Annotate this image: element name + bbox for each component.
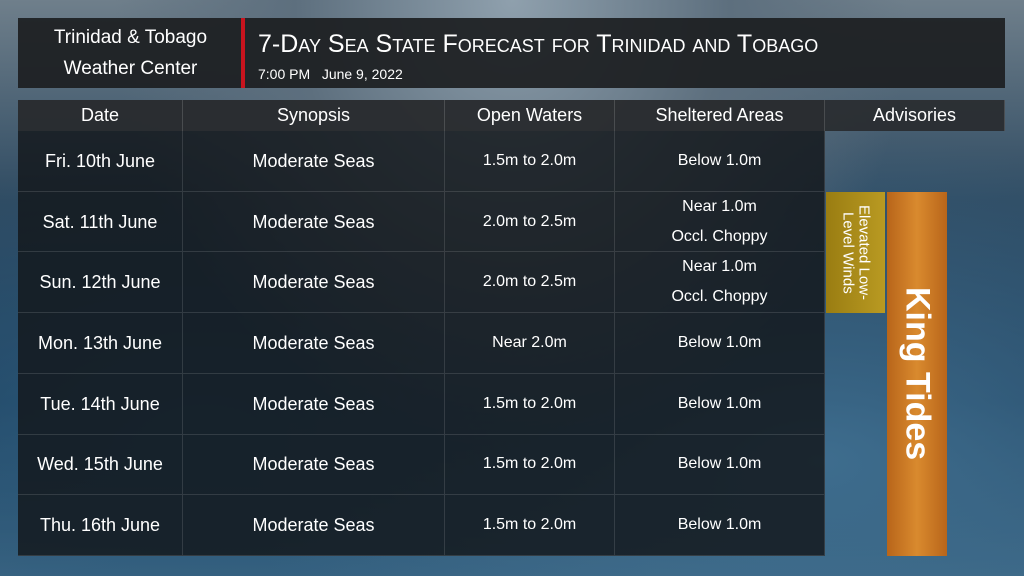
title: 7-Day Sea State Forecast for Trinidad an…: [258, 30, 819, 58]
organization: Trinidad & Tobago Weather Center: [18, 22, 243, 84]
header-panel: Trinidad & Tobago Weather Center 7-Day S…: [18, 18, 1005, 88]
divider: [241, 18, 245, 88]
cell: Below 1.0m: [615, 131, 825, 192]
advisory: Elevated Low-Level Winds: [826, 191, 885, 314]
column-header: Synopsis: [183, 100, 445, 131]
date: June 9, 2022: [321, 66, 403, 82]
cell: Below 1.0m: [615, 434, 825, 496]
advisory: King Tides: [887, 191, 947, 556]
cell: 2.0m to 2.5m: [445, 252, 615, 314]
cell-line: Near 1.0m: [682, 258, 757, 276]
cell-line: Occl. Choppy: [671, 227, 768, 245]
cell: Near 1.0m Occl. Choppy: [615, 191, 825, 253]
cell-line: Below 1.0m: [677, 516, 762, 534]
cell: Moderate Seas: [183, 313, 445, 374]
time: 7:00 PM: [258, 66, 311, 82]
cell: Near 1.0m Occl. Choppy: [615, 252, 825, 314]
cell: Moderate Seas: [183, 495, 445, 556]
cell-line: Near 1.0m: [682, 197, 757, 215]
org-line: Weather Center: [63, 58, 198, 79]
cell: Mon. 13th June: [18, 313, 183, 374]
cell: Below 1.0m: [615, 313, 825, 374]
cell-line: Occl. Choppy: [671, 288, 768, 306]
org-line: Trinidad & Tobago: [53, 27, 208, 48]
cell: 1.5m to 2.0m: [445, 373, 615, 435]
cell: Moderate Seas: [183, 373, 445, 435]
cell: Near 2.0m: [445, 313, 615, 374]
cell: Moderate Seas: [183, 191, 445, 253]
column-header: Advisories: [825, 100, 1005, 131]
cell: Below 1.0m: [615, 495, 825, 556]
cell: 1.5m to 2.0m: [445, 495, 615, 556]
cell: 1.5m to 2.0m: [445, 131, 615, 192]
cell-line: Below 1.0m: [677, 455, 762, 473]
cell: 1.5m to 2.0m: [445, 434, 615, 496]
subtitle: 7:00 PM June 9, 2022: [258, 66, 403, 82]
cell-line: Below 1.0m: [677, 394, 762, 412]
column-header: Date: [18, 100, 183, 131]
cell: Sun. 12th June: [18, 252, 183, 314]
cell: Fri. 10th June: [18, 131, 183, 192]
cell-line: Below 1.0m: [677, 151, 762, 169]
cell: 2.0m to 2.5m: [445, 191, 615, 253]
cell: Below 1.0m: [615, 373, 825, 435]
column-header: Open Waters: [445, 100, 615, 131]
cell-line: Below 1.0m: [677, 333, 762, 351]
column-header: Sheltered Areas: [615, 100, 825, 131]
cell: Moderate Seas: [183, 434, 445, 496]
cell: Thu. 16th June: [18, 495, 183, 556]
cell: Tue. 14th June: [18, 373, 183, 435]
cell: Sat. 11th June: [18, 191, 183, 253]
cell: Wed. 15th June: [18, 434, 183, 496]
cell: Moderate Seas: [183, 131, 445, 192]
cell: Moderate Seas: [183, 252, 445, 314]
